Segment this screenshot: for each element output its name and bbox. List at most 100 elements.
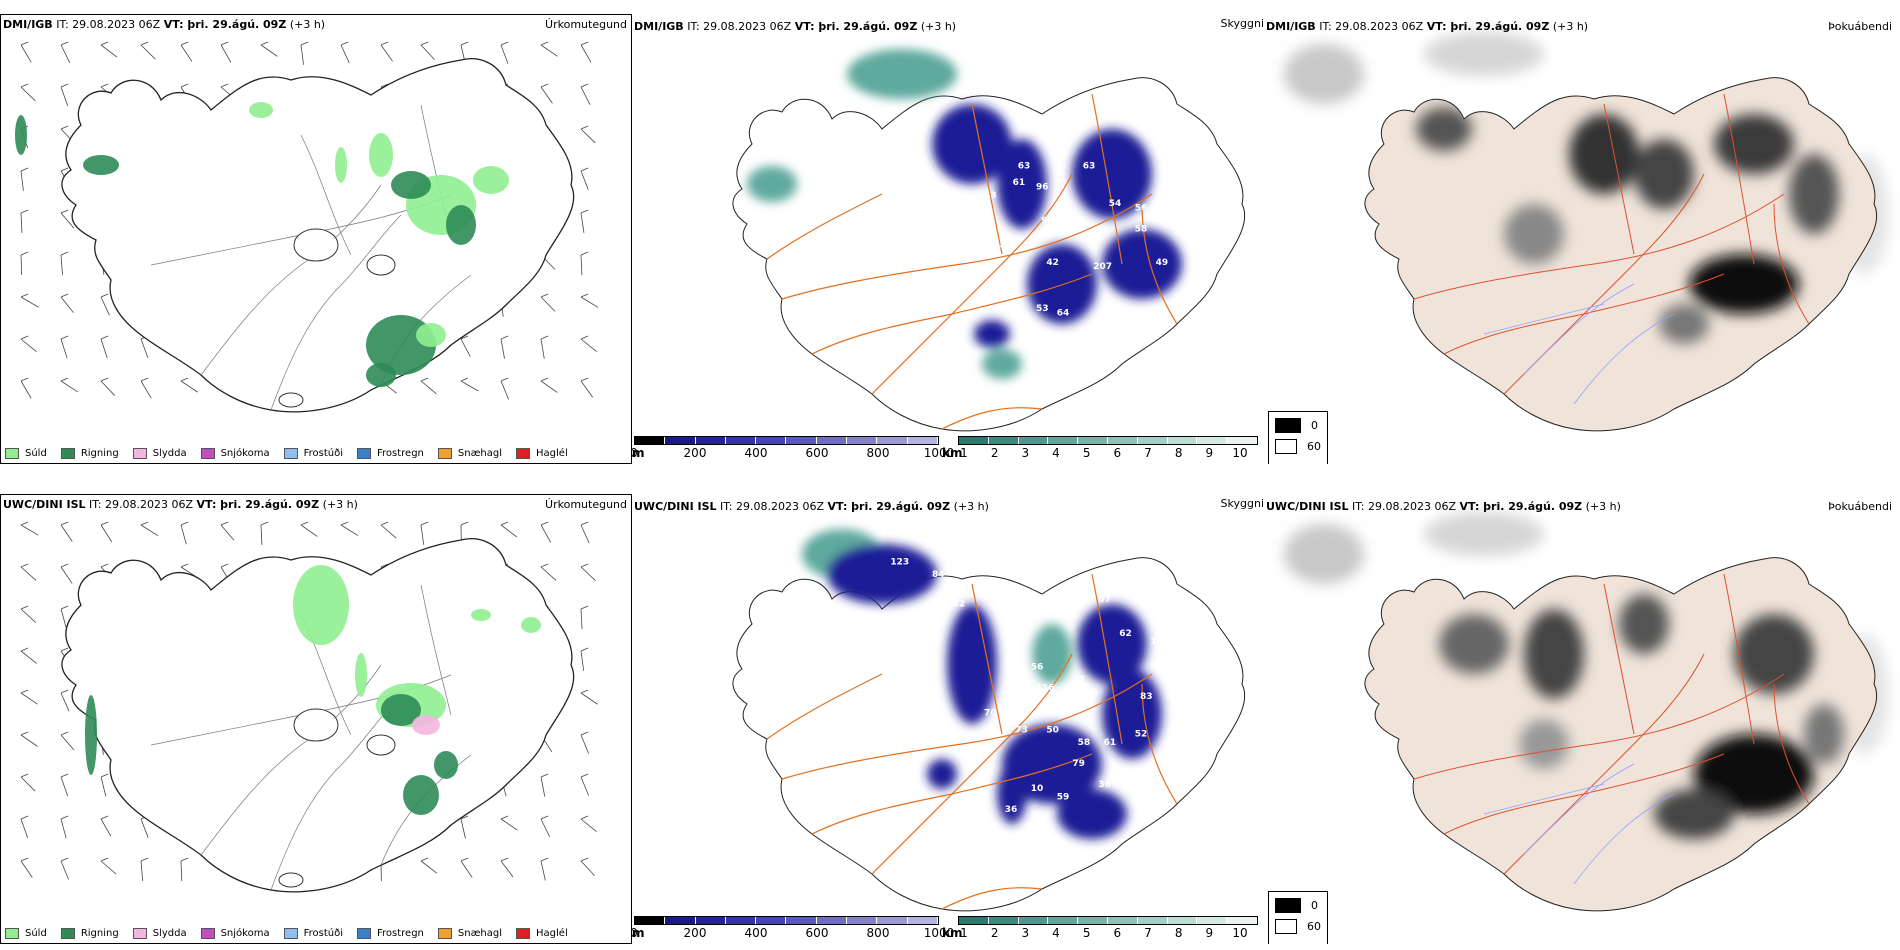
- wind-barb-flag: [580, 377, 589, 382]
- legend-item: Slydda: [132, 448, 187, 459]
- precip-area: [412, 715, 440, 735]
- colorbar-tick: 800: [866, 926, 890, 940]
- model-name: DMI/IGB: [1266, 20, 1316, 33]
- cloud-base-value: 70: [1057, 229, 1070, 239]
- road: [1141, 683, 1178, 805]
- visibility-area: [1072, 129, 1152, 219]
- wind-barb-flag: [20, 857, 29, 862]
- coastline: [732, 557, 1246, 912]
- wind-barb-flag: [20, 731, 29, 736]
- wind-barb-flag: [500, 335, 509, 340]
- fog-area: [1619, 594, 1669, 654]
- fog-map: [1284, 32, 1889, 432]
- legend-label: Snæhagl: [457, 928, 503, 939]
- wind-barb: [20, 650, 37, 664]
- road: [781, 193, 1153, 300]
- wind-barb-flag: [540, 815, 549, 820]
- wind-barb-flag: [100, 41, 109, 46]
- fog-label: Þokuábendi: [1828, 20, 1892, 33]
- fog-sea: [1424, 32, 1544, 76]
- wind-barb: [20, 170, 24, 191]
- river: [1573, 793, 1675, 885]
- legend-label: Frostregn: [377, 448, 424, 459]
- it-value: 29.08.2023 06Z: [1335, 20, 1424, 33]
- cloud-base-value: 68: [807, 233, 820, 243]
- river: [1573, 313, 1675, 405]
- vt-label: VT: þri. 29.ágú. 09Z: [196, 498, 320, 511]
- wind-barb-flag: [180, 857, 189, 862]
- cloud-base-value: 88: [1057, 203, 1070, 213]
- wind-barb: [580, 212, 585, 233]
- legend-swatch: [437, 448, 452, 459]
- colorbar-cell: [816, 917, 848, 924]
- visibility-area: [747, 166, 797, 202]
- wind-barb-flag: [20, 563, 29, 568]
- wind-barb-flag: [580, 647, 589, 652]
- visibility-area: [1032, 624, 1072, 684]
- legend-label: Snjókoma: [220, 448, 270, 459]
- precip-area: [434, 751, 458, 779]
- wind-barb: [540, 776, 546, 797]
- colorbar-cell: [1137, 437, 1168, 444]
- it-label: IT:: [56, 18, 69, 31]
- legend-swatch: [283, 928, 298, 939]
- legend-swatch: [516, 448, 531, 459]
- wind-barb-flag: [540, 773, 549, 778]
- wind-barb: [580, 776, 589, 796]
- offset: (+3 h): [953, 500, 989, 513]
- legend-item: Snæhagl: [437, 928, 503, 939]
- road: [1773, 683, 1810, 805]
- fog-area: [1439, 614, 1509, 674]
- colorbar-cell: [1048, 917, 1079, 924]
- fog-legend-swatch: [1275, 418, 1301, 433]
- legend-item: Frostregn: [357, 448, 424, 459]
- it-label: IT:: [1319, 20, 1332, 33]
- colorbar-tick: 6: [1113, 446, 1122, 460]
- visibility-area: [847, 49, 957, 99]
- cloud-base-value: 96: [1036, 182, 1049, 192]
- wind-barb-flag: [20, 293, 29, 298]
- colorbar-km: 1 2 3 4 5 6 7 8 9 10: [958, 436, 1258, 460]
- wind-barb-flag: [140, 41, 149, 46]
- wind-barb-flag: [60, 521, 69, 526]
- cloud-base-value: 73: [1015, 725, 1028, 735]
- unit-m: m: [632, 926, 645, 940]
- visibility-panel-dmi: 63 61 96 58 63 54 56 87 88 90 70 58 85 42 207 49 54 53 64 4…: [632, 14, 1264, 464]
- precip-area: [446, 205, 476, 245]
- wind-barb-flag: [140, 521, 149, 526]
- wind-barb-flag: [580, 293, 589, 298]
- colorbar-tick: 1: [960, 926, 968, 940]
- model-name: UWC/DINI ISL: [634, 500, 717, 513]
- wind-barb: [60, 296, 74, 313]
- wind-barb: [100, 296, 110, 316]
- visibility-area: [1057, 789, 1127, 839]
- colorbar-cell: [1048, 437, 1079, 444]
- colorbar-tick: 400: [744, 926, 768, 940]
- cloud-base-value: 85: [1000, 241, 1013, 251]
- colorbar-cell: [847, 917, 878, 924]
- wind-barb-flag: [20, 209, 29, 214]
- wind-barb-flag: [100, 335, 109, 340]
- unit-km: km: [942, 446, 963, 460]
- colorbar-tick: 10: [1232, 446, 1248, 460]
- legend-label: Frostúði: [303, 928, 343, 939]
- wind-barb: [100, 860, 117, 875]
- wind-barb-flag: [540, 521, 549, 526]
- visibility-label: Skyggni: [1220, 17, 1264, 30]
- wind-barb: [540, 296, 556, 312]
- wind-barb: [500, 818, 518, 831]
- wind-barb-flag: [60, 773, 69, 778]
- road: [1723, 573, 1755, 745]
- colorbar-tick: 3: [1021, 446, 1030, 460]
- wind-barb: [100, 380, 115, 396]
- colorbar-tick: 8: [1174, 926, 1183, 940]
- legend-item: Súld: [5, 928, 47, 939]
- colorbar-tick: 10: [1232, 926, 1248, 940]
- colorbar-tick: 400: [744, 446, 768, 460]
- colorbar-tick: 800: [866, 446, 890, 460]
- precip-area: [83, 155, 119, 175]
- wind-barb-flag: [20, 521, 29, 526]
- vt-label: VT: þri. 29.ágú. 09Z: [1459, 500, 1583, 513]
- legend-label: Frostúði: [303, 448, 343, 459]
- wind-barb-flag: [20, 377, 29, 382]
